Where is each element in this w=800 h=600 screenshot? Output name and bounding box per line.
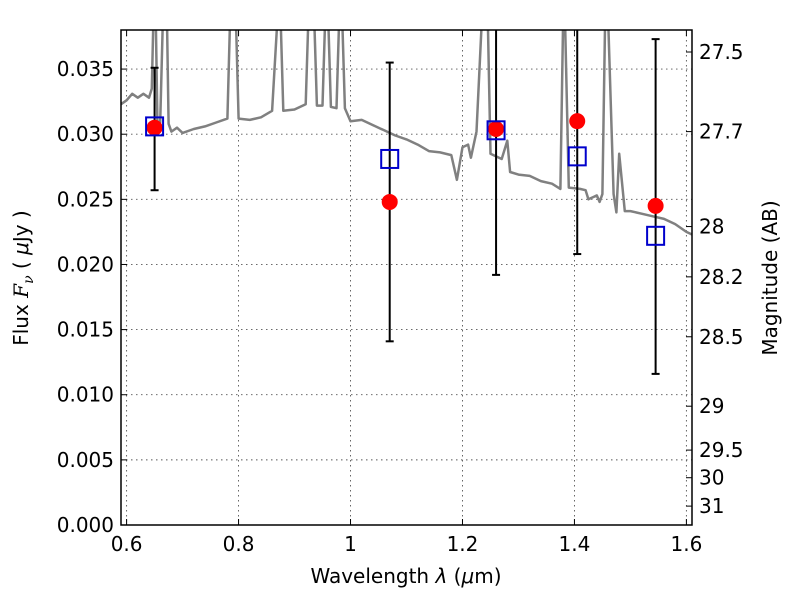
plot-frame: [120, 29, 693, 526]
observed-flux-point: [567, 146, 587, 167]
observed-flux-point: [145, 116, 165, 137]
y-axis-label: Flux Fν ( μJy ): [9, 210, 37, 346]
y-tick-label: 0.005: [57, 448, 114, 472]
y-axis-label-mu: μ: [9, 242, 33, 256]
model-flux-point: [488, 121, 505, 137]
y-right-tick-label: 29: [699, 394, 724, 418]
spectrum-layer: [121, 30, 692, 236]
ticks: [121, 30, 692, 526]
model-flux-point: [146, 119, 163, 136]
y-right-tick-label: 28: [699, 215, 724, 239]
marker-layer: [145, 113, 666, 246]
y-right-tick-label: 28.5: [699, 325, 744, 349]
x-tick-label: 0.6: [111, 532, 143, 556]
y-axis-label-text-c: Jy ): [9, 210, 33, 244]
y-axis-label-text-b: (: [9, 255, 33, 276]
x-axis-label-text-b: (: [447, 564, 461, 588]
observed-flux-point: [380, 148, 400, 169]
y-tick-label: 0.000: [57, 513, 114, 537]
model-flux-point: [569, 113, 586, 130]
y-axis-right-label: Magnitude (AB): [758, 200, 782, 355]
tick-labels: 0.6 0.8 1 1.2 1.4 1.6 0.000 0.005 0.010 0.015 0.02…: [57, 40, 744, 556]
model-flux-point: [647, 197, 664, 214]
x-axis-label: Wavelength λ (μm): [310, 564, 501, 588]
y-axis-label-nu: ν: [21, 275, 37, 284]
x-tick-label: 1.6: [670, 532, 702, 556]
y-tick-label: 0.030: [57, 122, 114, 146]
y-tick-label: 0.035: [57, 57, 114, 81]
x-tick-label: 0.8: [223, 532, 255, 556]
x-tick-label: 1.4: [559, 532, 591, 556]
y-tick-label: 0.020: [57, 252, 114, 276]
y-tick-label: 0.025: [57, 187, 114, 211]
errorbar-layer: [150, 30, 660, 375]
y-axis-label-text-a: Flux: [9, 298, 33, 346]
y-right-tick-label: 27.5: [699, 40, 744, 64]
y-right-tick-label: 31: [699, 494, 724, 518]
grid: [121, 30, 692, 526]
y-right-tick-label: 27.7: [699, 120, 744, 144]
x-tick-label: 1.2: [447, 532, 479, 556]
spectrum-line: [121, 30, 692, 236]
observed-flux-point: [646, 225, 666, 246]
model-flux-point: [381, 193, 398, 210]
y-tick-label: 0.010: [57, 383, 114, 407]
x-axis-label-lambda: λ: [434, 564, 447, 588]
y-right-tick-label: 30: [699, 466, 724, 490]
y-right-tick-label: 29.5: [699, 438, 744, 462]
x-axis-label-mu: μ: [460, 564, 474, 588]
observed-flux-point: [486, 120, 506, 141]
y-tick-label: 0.015: [57, 318, 114, 342]
x-axis-label-text-c: m): [474, 564, 501, 588]
x-tick-label: 1: [344, 532, 357, 556]
x-axis-label-text-a: Wavelength: [310, 564, 435, 588]
y-axis-label-F: F: [9, 283, 33, 299]
y-right-tick-label: 28.2: [699, 265, 744, 289]
